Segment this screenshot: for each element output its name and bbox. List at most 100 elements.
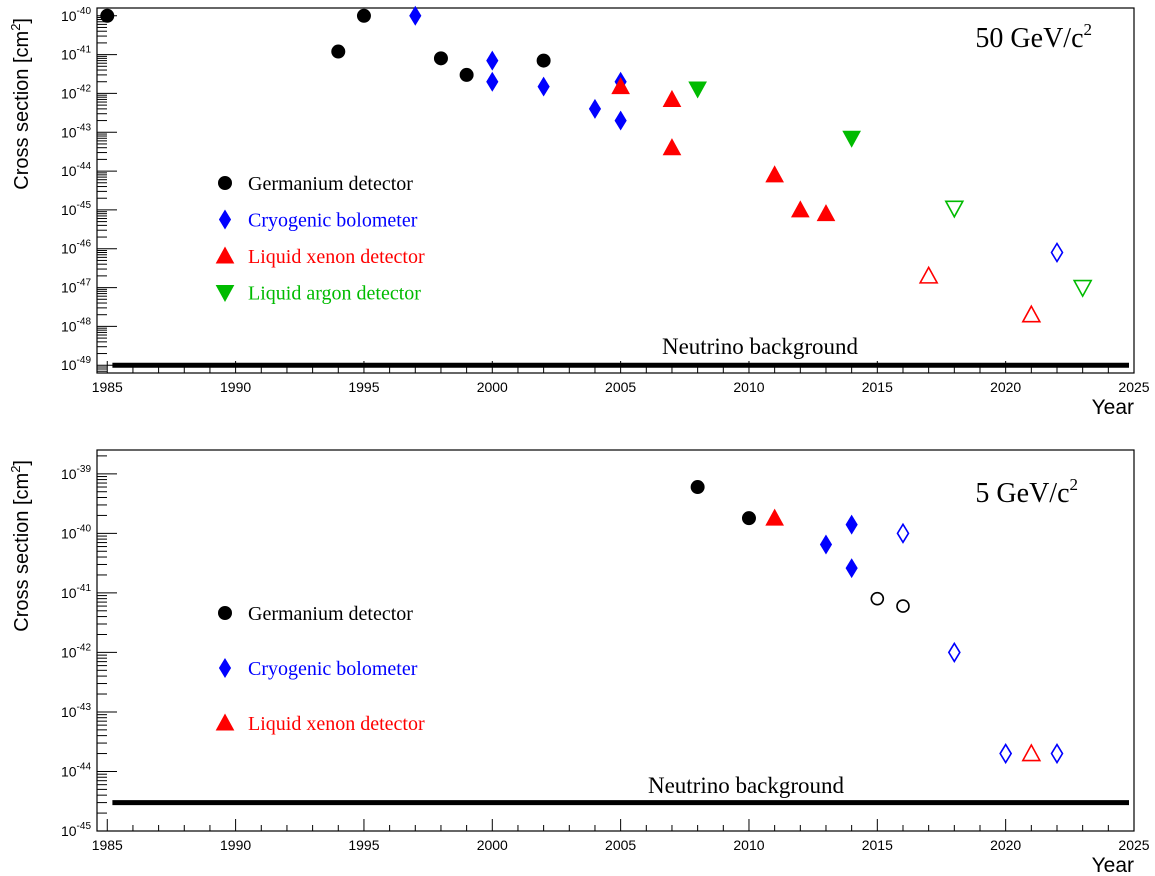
series-circle — [100, 8, 551, 82]
x-tick-label: 2020 — [990, 379, 1021, 395]
x-tick-label: 2020 — [990, 837, 1021, 853]
y-tick-exponent: -46 — [77, 239, 92, 250]
y-tick-base: 10 — [61, 85, 77, 101]
y-tick-exponent: -44 — [77, 761, 92, 772]
y-tick-exponent: -40 — [77, 523, 92, 534]
y-tick-label: 10-45 — [61, 821, 91, 839]
x-tick-label: 2025 — [1118, 837, 1149, 853]
series-triangle-up — [611, 77, 1042, 323]
y-tick-exponent: -39 — [77, 464, 92, 475]
y-tick-label: 10-47 — [61, 278, 91, 296]
data-point — [741, 511, 756, 526]
data-point — [1050, 743, 1064, 765]
data-point — [486, 50, 499, 71]
panel-title-sup: 2 — [1070, 475, 1079, 494]
y-tick-base: 10 — [61, 8, 77, 24]
data-point — [1072, 279, 1093, 298]
data-point — [765, 508, 784, 526]
data-point — [845, 558, 858, 579]
data-point — [1021, 304, 1042, 323]
legend-marker-diamond — [218, 658, 232, 678]
y-tick-exponent: -49 — [77, 355, 92, 366]
y-axis-label-sup: 2 — [8, 24, 23, 31]
neutrino-background-label: Neutrino background — [662, 334, 859, 359]
legend-label: Liquid xenon detector — [248, 713, 425, 735]
data-point — [356, 8, 371, 23]
y-axis-label-main: Cross section [cm — [11, 31, 33, 190]
chart-panel-5gev: 1985 1990 1995 2000 2005 2010 2015 2020 202510-4… — [8, 449, 1150, 876]
data-point — [537, 76, 550, 97]
data-point — [896, 522, 910, 544]
panel-title-main: 50 GeV/c — [975, 23, 1083, 54]
data-point — [842, 130, 861, 148]
data-point — [331, 44, 346, 59]
panel-title: 50 GeV/c2 — [975, 20, 1092, 54]
data-point — [1050, 241, 1064, 264]
y-tick-label: 10-49 — [61, 355, 91, 373]
data-point — [459, 67, 474, 82]
y-axis-ticks — [97, 455, 117, 832]
data-point — [662, 138, 682, 156]
y-tick-base: 10 — [61, 202, 77, 218]
y-tick-label: 10-40 — [61, 523, 91, 541]
y-tick-label: 10-41 — [61, 583, 91, 601]
data-point — [845, 514, 858, 535]
data-point — [614, 110, 627, 131]
y-tick-exponent: -45 — [77, 821, 92, 832]
y-tick-base: 10 — [61, 644, 77, 660]
y-tick-exponent: -41 — [77, 45, 92, 56]
series-diamond — [819, 514, 1064, 765]
y-tick-label: 10-48 — [61, 316, 91, 334]
x-tick-label: 2015 — [862, 379, 893, 395]
data-point — [816, 204, 836, 222]
y-tick-exponent: -45 — [77, 200, 92, 211]
panel-title: 5 GeV/c2 — [975, 475, 1078, 509]
legend-label: Liquid argon detector — [248, 283, 421, 305]
y-axis-label: Cross section [cm2] — [8, 460, 33, 632]
x-tick-label: 1995 — [348, 837, 379, 853]
data-point — [790, 200, 810, 218]
plot-frame — [96, 449, 1135, 832]
y-axis-label-end: ] — [11, 18, 33, 24]
series-triangle-down — [688, 81, 1093, 298]
legend-marker-triangle-up — [215, 713, 235, 731]
legend-marker-diamond — [218, 209, 232, 230]
y-axis-label: Cross section [cm2] — [8, 18, 33, 190]
x-tick-label: 2015 — [862, 837, 893, 853]
y-tick-label: 10-41 — [61, 45, 91, 63]
y-tick-label: 10-45 — [61, 200, 91, 218]
y-tick-label: 10-46 — [61, 239, 91, 257]
y-axis-label-main: Cross section [cm — [11, 473, 33, 632]
x-tick-label: 1985 — [92, 379, 123, 395]
legend-label: Germanium detector — [248, 173, 413, 195]
y-tick-label: 10-42 — [61, 642, 91, 660]
y-tick-base: 10 — [61, 763, 77, 779]
x-tick-label: 2005 — [605, 379, 636, 395]
y-tick-base: 10 — [61, 241, 77, 257]
y-tick-base: 10 — [61, 823, 77, 839]
y-tick-exponent: -42 — [77, 642, 92, 653]
y-tick-label: 10-39 — [61, 464, 91, 482]
data-point — [690, 480, 705, 495]
y-tick-base: 10 — [61, 357, 77, 373]
y-axis-ticks — [97, 15, 117, 372]
x-tick-label: 2010 — [733, 379, 764, 395]
y-tick-label: 10-44 — [61, 761, 91, 779]
y-tick-base: 10 — [61, 585, 77, 601]
y-tick-exponent: -43 — [77, 122, 92, 133]
y-tick-label: 10-43 — [61, 122, 91, 140]
y-tick-label: 10-42 — [61, 83, 91, 101]
y-tick-exponent: -47 — [77, 278, 92, 289]
data-point — [999, 743, 1013, 765]
x-tick-label: 1995 — [348, 379, 379, 395]
x-tick-label: 2000 — [477, 837, 508, 853]
data-point — [100, 8, 115, 23]
x-tick-label: 2025 — [1118, 379, 1149, 395]
y-tick-exponent: -48 — [77, 316, 92, 327]
y-tick-label: 10-40 — [61, 6, 91, 24]
data-point — [486, 71, 499, 92]
data-point — [688, 81, 707, 99]
data-point — [409, 5, 422, 26]
y-tick-exponent: -43 — [77, 702, 92, 713]
legend-label: Liquid xenon detector — [248, 246, 425, 268]
